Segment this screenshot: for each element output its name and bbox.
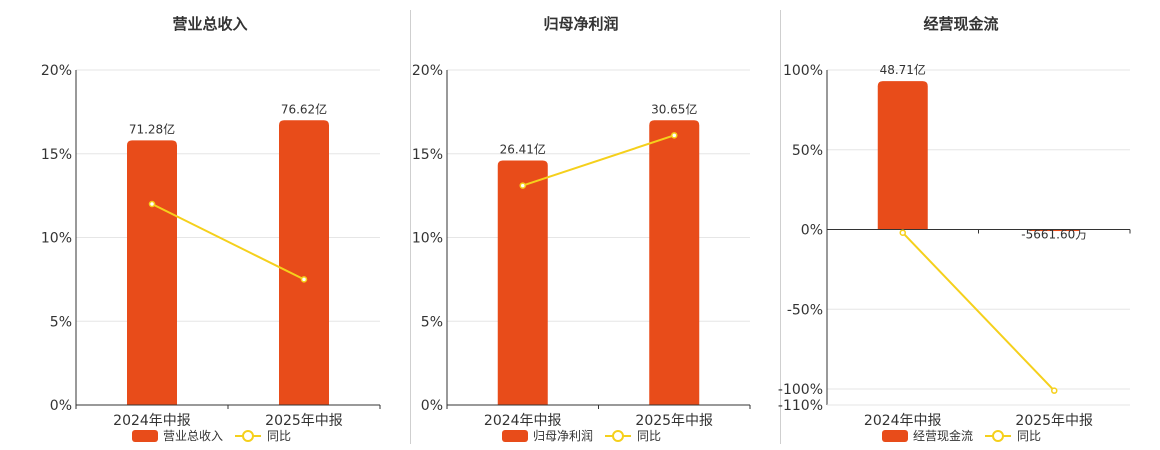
legend-line-label: 同比	[267, 429, 291, 443]
chart-net-profit: 归母净利润 0% 5% 10% 15% 20% 26.41亿 30.65亿 2024年中报 202…	[412, 15, 751, 443]
y-tick-label: 10%	[41, 231, 72, 247]
line-series	[522, 134, 675, 187]
y-tick-label: 20%	[412, 63, 443, 79]
line-point	[899, 229, 906, 236]
chart-panel-net-profit: 归母净利润 0% 5% 10% 15% 20% 26.41亿 30.65亿 2024年中报 202…	[411, 0, 780, 450]
bar	[1029, 229, 1080, 232]
y-tick-label: 0%	[50, 398, 72, 414]
line-point	[1051, 387, 1058, 394]
line-point	[519, 182, 526, 189]
x-category-label: 2024年中报	[864, 413, 942, 429]
chart-panel-cash-flow: 经营现金流 -110% -100% -50% 0% 50% 100% 48.71亿 -5661.…	[778, 0, 1160, 450]
y-tick-label: 100%	[783, 63, 823, 79]
y-tick-label: 10%	[412, 231, 443, 247]
bar	[877, 81, 928, 230]
legend-line-label: 同比	[637, 429, 661, 443]
legend-line-marker	[992, 430, 1004, 442]
y-tick-label: -100%	[778, 382, 823, 398]
x-category-label: 2024年中报	[113, 413, 191, 429]
bar	[127, 140, 177, 405]
y-tick-label: 15%	[412, 147, 443, 163]
bar	[497, 160, 548, 405]
chart-revenue: 营业总收入 0% 5% 10% 15% 20% 71.28亿 76.62亿 2024年中报 202…	[41, 15, 381, 443]
data-label: 26.41亿	[500, 141, 546, 156]
chart-title: 归母净利润	[543, 15, 618, 33]
legend-line-marker	[242, 430, 254, 442]
y-tick-label: 20%	[41, 63, 72, 79]
y-tick-label: -50%	[787, 302, 823, 318]
data-label: 30.65亿	[651, 101, 697, 116]
legend-bar-swatch	[132, 430, 158, 442]
data-label: 76.62亿	[281, 101, 327, 116]
legend-bar-swatch	[882, 430, 908, 442]
line-point	[300, 276, 308, 283]
panel-divider	[780, 10, 781, 444]
x-category-label: 2025年中报	[1015, 413, 1093, 429]
y-tick-label: -110%	[778, 398, 823, 414]
legend-bar-label: 经营现金流	[913, 428, 973, 443]
chart-panel-revenue: 营业总收入 0% 5% 10% 15% 20% 71.28亿 76.62亿 2024年中报 202…	[0, 0, 410, 450]
x-category-label: 2024年中报	[484, 413, 562, 429]
legend-bar-swatch	[502, 430, 528, 442]
data-label: 48.71亿	[880, 62, 926, 77]
y-tick-label: 0%	[801, 223, 823, 239]
bar	[649, 120, 700, 405]
line-point	[671, 132, 678, 139]
chart-title: 营业总收入	[172, 15, 247, 33]
line-series	[151, 203, 305, 281]
y-tick-label: 15%	[41, 147, 72, 163]
bar	[279, 120, 329, 405]
x-category-label: 2025年中报	[265, 413, 343, 429]
line-point	[148, 200, 156, 208]
legend-bar-label: 营业总收入	[163, 429, 223, 443]
data-label: -5661.60万	[1021, 228, 1087, 242]
y-tick-label: 0%	[421, 398, 443, 414]
panel-divider	[410, 10, 411, 444]
legend-bar-label: 归母净利润	[533, 429, 593, 443]
y-tick-label: 50%	[792, 143, 823, 159]
data-label: 71.28亿	[129, 121, 175, 136]
y-tick-label: 5%	[421, 314, 443, 330]
y-tick-label: 5%	[50, 314, 72, 330]
legend-line-label: 同比	[1017, 429, 1041, 443]
chart-cash-flow: 经营现金流 -110%-100% -50% 0% 50% 100% 48.71亿 -5661.…	[778, 15, 1131, 443]
legend-line-marker	[612, 430, 624, 442]
x-category-label: 2025年中报	[635, 413, 713, 429]
line-series	[902, 232, 1055, 392]
chart-title: 经营现金流	[923, 15, 998, 33]
